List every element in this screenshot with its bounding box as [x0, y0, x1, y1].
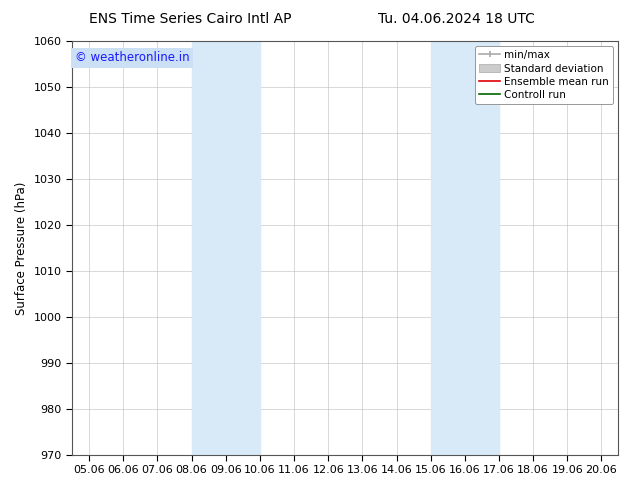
Bar	[430, 41, 499, 455]
Text: ENS Time Series Cairo Intl AP: ENS Time Series Cairo Intl AP	[89, 12, 292, 26]
Legend: min/max, Standard deviation, Ensemble mean run, Controll run: min/max, Standard deviation, Ensemble me…	[476, 46, 613, 104]
Y-axis label: Surface Pressure (hPa): Surface Pressure (hPa)	[15, 181, 28, 315]
Text: Tu. 04.06.2024 18 UTC: Tu. 04.06.2024 18 UTC	[378, 12, 535, 26]
Text: © weatheronline.in: © weatheronline.in	[75, 51, 190, 64]
Bar	[191, 41, 260, 455]
